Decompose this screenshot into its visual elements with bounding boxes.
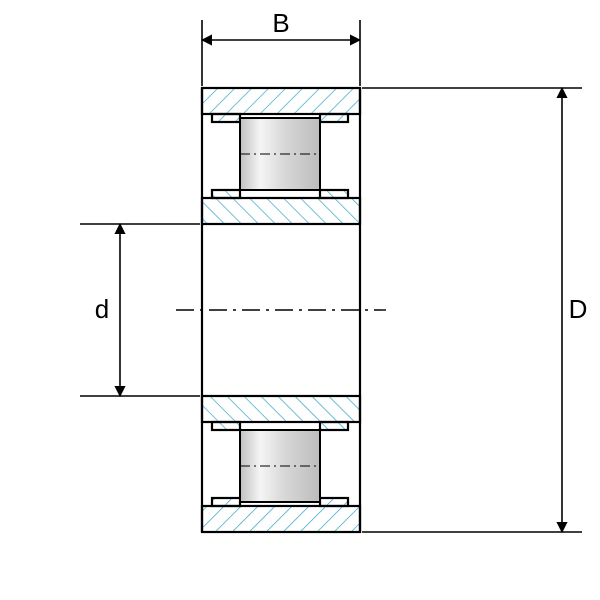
roller-top <box>240 118 320 190</box>
label-B: B <box>272 8 289 38</box>
dimension-D: D <box>362 88 587 532</box>
label-d: d <box>95 294 109 324</box>
outer-ring-bottom <box>202 498 360 532</box>
inner-ring-top <box>202 190 360 224</box>
bearing-cross-section: B D d <box>0 0 600 600</box>
inner-ring-bottom <box>202 396 360 430</box>
roller-bottom <box>240 430 320 502</box>
label-D: D <box>569 294 588 324</box>
outer-ring-top <box>202 88 360 122</box>
dimension-B: B <box>202 8 360 86</box>
